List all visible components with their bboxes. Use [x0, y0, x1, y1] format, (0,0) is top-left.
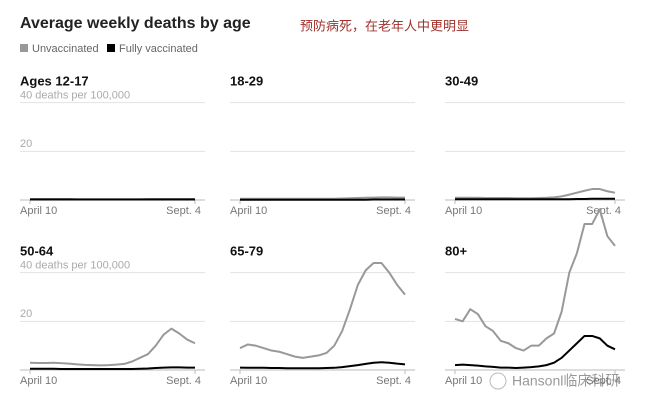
chart-title: Average weekly deaths by age [20, 15, 251, 32]
x-tick-label: April 10 [20, 205, 57, 217]
legend-swatch [20, 44, 28, 52]
panel-title: 65-79 [230, 243, 263, 258]
watermark-icon [489, 372, 507, 390]
x-tick-label: Sept. 4 [166, 205, 201, 217]
annotation: 预防病死，在老年人中更明显 [300, 18, 469, 33]
x-tick-label: April 10 [230, 205, 267, 217]
panel-title: 30-49 [445, 73, 478, 88]
legend-label: Fully vaccinated [119, 43, 198, 55]
x-tick-label: April 10 [230, 375, 267, 387]
x-tick-label: April 10 [445, 205, 482, 217]
panel-title: 80+ [445, 243, 467, 258]
legend-label: Unvaccinated [32, 43, 99, 55]
y-tick-label: 40 deaths per 100,000 [20, 260, 130, 272]
series-line [455, 188, 616, 200]
y-tick-label: 20 [20, 138, 32, 150]
series-line [29, 327, 196, 367]
x-tick-label: Sept. 4 [376, 205, 411, 217]
series-line [454, 334, 616, 370]
series-line [30, 366, 195, 371]
watermark: Hansonl临床科研 [512, 373, 619, 389]
x-tick-label: April 10 [20, 375, 57, 387]
series-line [454, 208, 616, 352]
legend-swatch [107, 44, 115, 52]
x-tick-label: Sept. 4 [586, 375, 621, 387]
panel-title: Ages 12-17 [20, 73, 89, 88]
x-tick-label: Sept. 4 [166, 375, 201, 387]
panel-title: 50-64 [20, 243, 54, 258]
x-tick-label: April 10 [445, 375, 482, 387]
panel-title: 18-29 [230, 73, 263, 88]
series-line [239, 261, 406, 359]
series-line [239, 361, 406, 370]
x-tick-label: Sept. 4 [586, 205, 621, 217]
y-tick-label: 40 deaths per 100,000 [20, 90, 130, 102]
x-tick-label: Sept. 4 [376, 375, 411, 387]
y-tick-label: 20 [20, 308, 32, 320]
